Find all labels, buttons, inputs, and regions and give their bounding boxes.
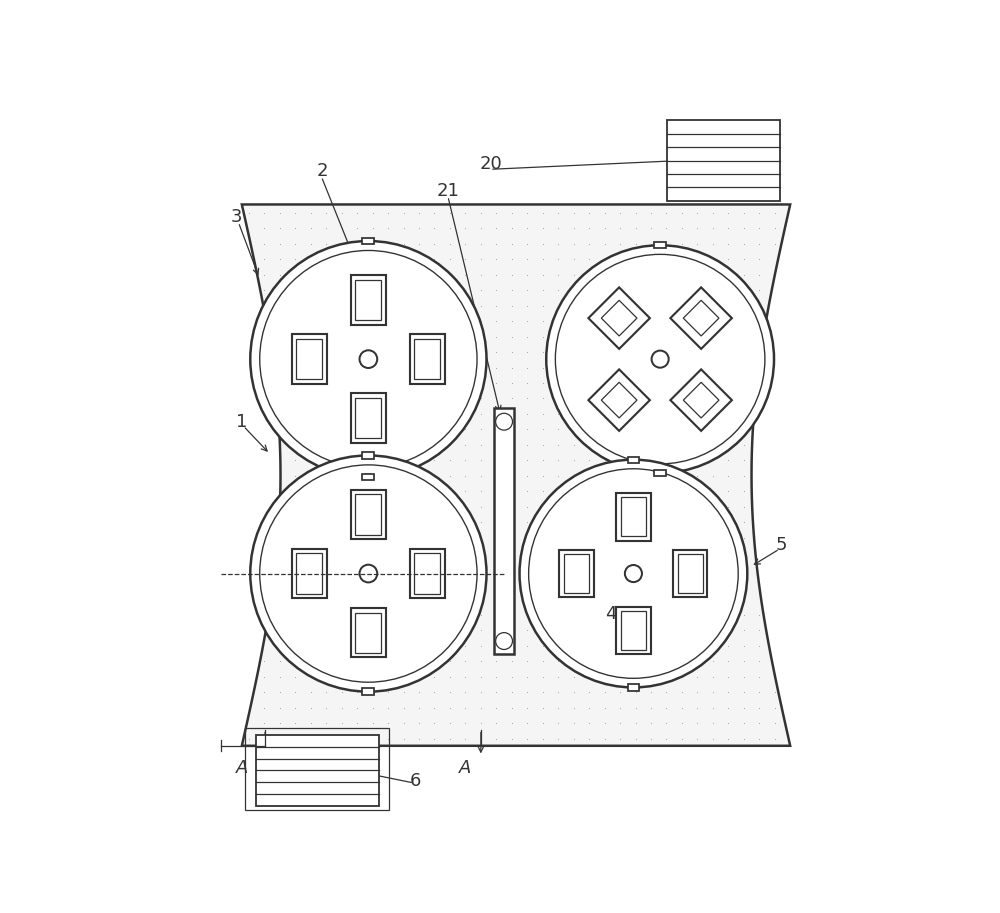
Text: 1: 1 — [236, 414, 248, 432]
Bar — [362, 237, 374, 245]
Text: 2: 2 — [317, 163, 328, 181]
Bar — [410, 549, 445, 598]
Polygon shape — [588, 370, 650, 431]
Text: 4: 4 — [605, 605, 617, 624]
Bar — [296, 553, 322, 593]
Bar — [351, 489, 386, 540]
Circle shape — [360, 564, 377, 582]
Circle shape — [360, 351, 377, 368]
Bar — [296, 339, 322, 379]
Bar — [628, 685, 639, 690]
Bar — [414, 553, 440, 593]
Circle shape — [250, 456, 486, 692]
Bar — [616, 606, 651, 655]
Bar — [351, 608, 386, 657]
Text: 5: 5 — [775, 537, 787, 554]
Bar — [410, 334, 445, 384]
Text: A: A — [459, 760, 472, 777]
Bar — [673, 550, 707, 597]
Polygon shape — [683, 383, 719, 418]
Bar — [362, 452, 374, 458]
Bar — [292, 334, 327, 384]
Bar — [355, 495, 381, 535]
Bar — [559, 550, 594, 597]
Polygon shape — [588, 288, 650, 349]
Circle shape — [496, 633, 512, 649]
Circle shape — [546, 246, 774, 473]
Bar — [292, 549, 327, 598]
Bar — [362, 474, 374, 480]
Circle shape — [555, 255, 765, 464]
Circle shape — [652, 351, 669, 368]
Circle shape — [250, 241, 486, 477]
Polygon shape — [242, 205, 790, 746]
Bar — [362, 688, 374, 695]
Circle shape — [260, 465, 477, 682]
Bar — [355, 398, 381, 438]
Polygon shape — [670, 288, 732, 349]
Bar — [621, 611, 646, 650]
Bar — [616, 493, 651, 540]
Bar — [621, 498, 646, 536]
Bar — [355, 280, 381, 320]
Bar — [355, 613, 381, 653]
Bar — [414, 339, 440, 379]
Polygon shape — [601, 300, 637, 336]
Text: A: A — [236, 760, 248, 777]
Circle shape — [520, 459, 747, 687]
Polygon shape — [601, 383, 637, 418]
Bar — [351, 276, 386, 325]
Polygon shape — [683, 300, 719, 336]
Bar — [628, 456, 639, 463]
Circle shape — [260, 250, 477, 467]
Circle shape — [529, 468, 738, 678]
Text: 6: 6 — [410, 771, 421, 790]
Polygon shape — [670, 370, 732, 431]
Text: 21: 21 — [436, 182, 459, 200]
Bar — [678, 554, 703, 593]
Circle shape — [496, 414, 512, 430]
Bar — [667, 121, 780, 201]
Text: 20: 20 — [480, 155, 503, 173]
Bar — [654, 242, 666, 248]
Bar — [256, 735, 379, 805]
Circle shape — [625, 565, 642, 582]
Bar — [564, 554, 589, 593]
Bar — [494, 408, 514, 655]
Bar — [351, 394, 386, 443]
Bar — [245, 728, 389, 811]
Text: 3: 3 — [231, 208, 243, 226]
Bar — [654, 470, 666, 477]
